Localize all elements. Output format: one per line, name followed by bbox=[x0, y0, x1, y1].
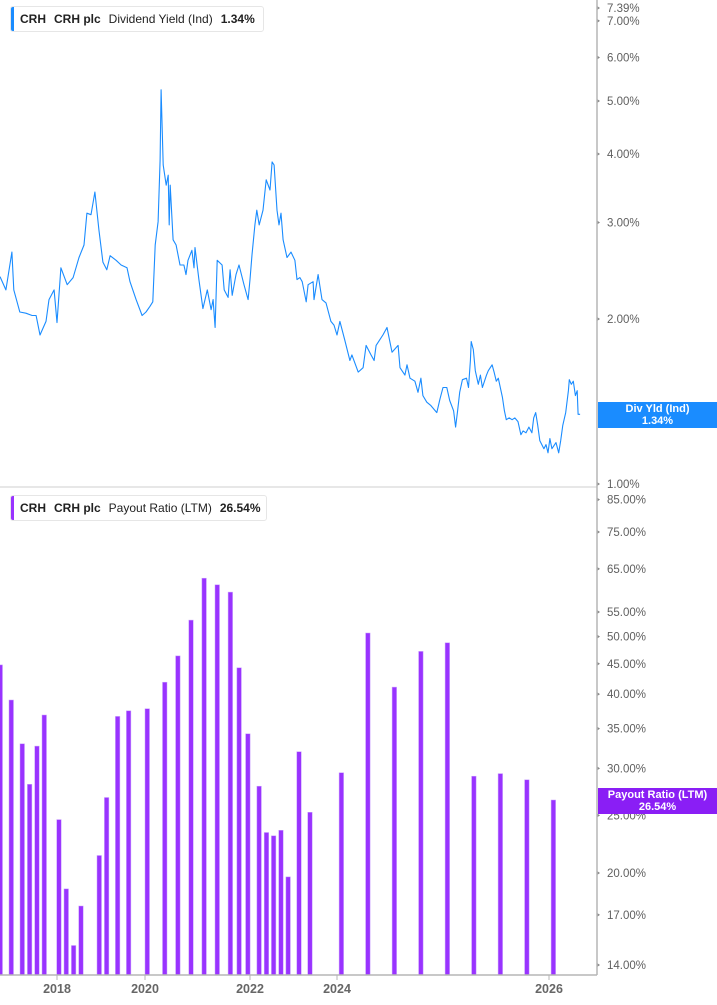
payout-bar bbox=[391, 686, 397, 976]
payout-bar bbox=[278, 830, 284, 976]
payout-bar bbox=[96, 855, 102, 976]
payout-bar bbox=[471, 775, 477, 976]
payout-bar bbox=[162, 681, 168, 976]
payout-ratio-value-tag: Payout Ratio (LTM) 26.54% bbox=[598, 788, 717, 814]
payout-bar bbox=[271, 835, 277, 976]
payout-bar bbox=[63, 888, 69, 976]
payout-bar bbox=[256, 785, 262, 976]
x-tick-label: 2024 bbox=[323, 982, 351, 996]
y-tick-label: 85.00% bbox=[607, 495, 646, 507]
payout-bar bbox=[19, 743, 25, 976]
payout-bar bbox=[41, 714, 47, 976]
y-tick-label: 30.00% bbox=[607, 763, 646, 775]
payout-bar bbox=[115, 716, 121, 976]
payout-bar bbox=[188, 619, 194, 976]
payout-bar bbox=[227, 591, 233, 976]
x-tick-label: 2020 bbox=[131, 982, 159, 996]
tag-value: 1.34% bbox=[641, 415, 674, 427]
y-tick-label: 4.00% bbox=[607, 149, 640, 161]
legend-metric: Dividend Yield (Ind) bbox=[108, 12, 213, 26]
legend-color-swatch bbox=[11, 7, 14, 31]
payout-bar bbox=[285, 876, 291, 976]
payout-bar bbox=[144, 708, 150, 976]
payout-bar bbox=[296, 751, 302, 976]
tag-label: Payout Ratio (LTM) bbox=[607, 789, 708, 801]
dividend-yield-value-tag: Div Yld (Ind) 1.34% bbox=[598, 402, 717, 428]
y-tick-label: 1.00% bbox=[607, 479, 640, 491]
legend-company: CRH plc bbox=[54, 501, 101, 515]
tag-value: 26.54% bbox=[638, 801, 677, 813]
y-tick-label: 65.00% bbox=[607, 564, 646, 576]
payout-bar bbox=[71, 945, 77, 976]
y-tick-label: 50.00% bbox=[607, 632, 646, 644]
y-tick-label: 7.39% bbox=[607, 3, 640, 15]
payout-bar bbox=[307, 812, 313, 976]
top-y-axis: 7.39%7.00% 6.00% 5.00% 4.00% 3.00% 2.00% 1.00% bbox=[597, 3, 640, 491]
payout-bar bbox=[497, 773, 503, 976]
legend-ticker: CRH bbox=[20, 501, 46, 515]
legend-ticker: CRH bbox=[20, 12, 46, 26]
dividend-yield-line bbox=[0, 89, 581, 454]
y-tick-label: 40.00% bbox=[607, 689, 646, 701]
legend-value: 26.54% bbox=[219, 501, 261, 515]
payout-bar bbox=[8, 699, 14, 976]
payout-bar bbox=[365, 632, 371, 976]
payout-bar bbox=[418, 651, 424, 976]
x-tick-label: 2018 bbox=[43, 982, 71, 996]
y-tick-label: 45.00% bbox=[607, 659, 646, 671]
y-tick-label: 35.00% bbox=[607, 724, 646, 736]
y-tick-label: 3.00% bbox=[607, 218, 640, 230]
payout-bar bbox=[236, 667, 242, 976]
bottom-y-axis: 85.00% 75.00% 65.00% 55.00% 50.00% 45.00% 40.0… bbox=[597, 495, 646, 972]
y-tick-label: 17.00% bbox=[607, 910, 646, 922]
payout-bar bbox=[338, 772, 344, 976]
y-tick-label: 6.00% bbox=[607, 53, 640, 65]
payout-bar bbox=[126, 710, 132, 976]
payout-bar bbox=[524, 779, 530, 976]
y-tick-label: 75.00% bbox=[607, 527, 646, 539]
y-tick-label: 5.00% bbox=[607, 96, 640, 108]
payout-bar bbox=[444, 642, 450, 976]
payout-bar bbox=[0, 664, 3, 976]
y-tick-label: 14.00% bbox=[607, 960, 646, 972]
y-tick-label: 20.00% bbox=[607, 868, 646, 880]
x-tick-label: 2026 bbox=[535, 982, 563, 996]
top-legend[interactable]: CRH CRH plc Dividend Yield (Ind) 1.34% bbox=[10, 6, 264, 32]
y-tick-label: 55.00% bbox=[607, 607, 646, 619]
payout-bars bbox=[0, 577, 556, 976]
legend-color-swatch bbox=[11, 496, 14, 520]
payout-bar bbox=[201, 577, 207, 976]
y-tick-label: 7.00% bbox=[607, 16, 640, 28]
legend-value: 1.34% bbox=[220, 12, 255, 26]
payout-bar bbox=[104, 797, 110, 976]
payout-bar bbox=[27, 784, 33, 976]
payout-bar bbox=[245, 733, 251, 976]
payout-bar bbox=[78, 905, 84, 976]
payout-bar bbox=[175, 655, 181, 976]
payout-bar bbox=[56, 819, 62, 976]
legend-metric: Payout Ratio (LTM) bbox=[108, 501, 212, 515]
legend-company: CRH plc bbox=[54, 12, 101, 26]
y-tick-label: 2.00% bbox=[607, 314, 640, 326]
payout-bar bbox=[263, 832, 269, 976]
x-tick-label: 2022 bbox=[236, 982, 264, 996]
payout-bar bbox=[550, 799, 556, 976]
payout-bar bbox=[34, 745, 40, 976]
x-axis: 2018 2020 2022 2024 2026 bbox=[43, 975, 563, 996]
bottom-legend[interactable]: CRH CRH plc Payout Ratio (LTM) 26.54% bbox=[10, 495, 267, 521]
tag-label: Div Yld (Ind) bbox=[625, 403, 690, 415]
payout-bar bbox=[214, 584, 220, 976]
